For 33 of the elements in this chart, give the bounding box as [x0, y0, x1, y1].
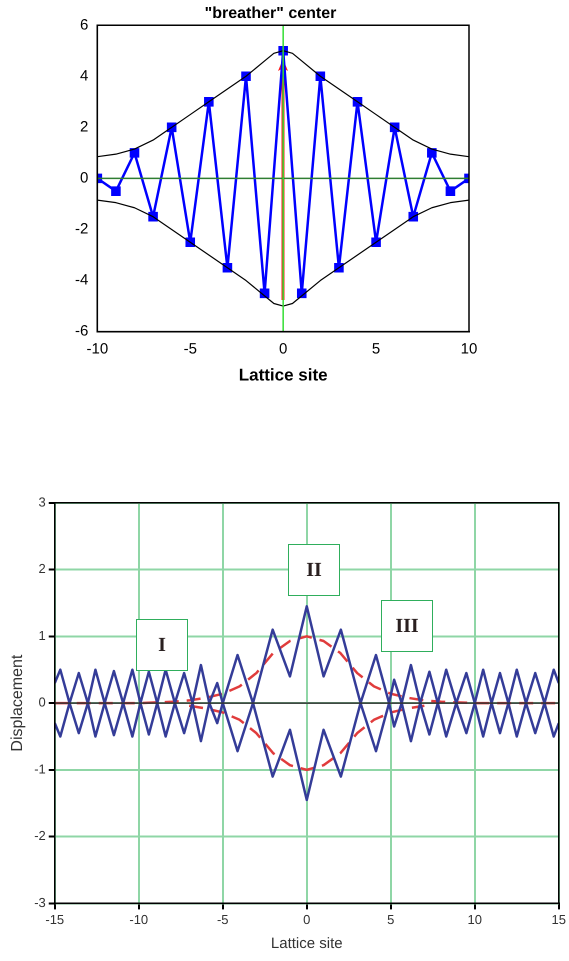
y-tick-label: 4: [80, 67, 88, 84]
chart-title: "breather" center: [204, 5, 336, 22]
x-tick-label: -5: [216, 912, 229, 927]
x-axis-title: Lattice site: [238, 365, 328, 384]
y-tick-label: 0: [38, 694, 46, 710]
x-tick-label: 10: [460, 340, 478, 358]
x-tick-label: 15: [552, 912, 566, 927]
x-tick-label: -5: [184, 340, 197, 358]
y-tick-label: -3: [34, 894, 46, 910]
x-tick-label: 0: [303, 912, 310, 927]
y-tick-label: 6: [80, 16, 88, 34]
y-axis-title: Displacement: [9, 654, 26, 752]
x-tick-label: 5: [372, 340, 380, 358]
y-tick-label: 0: [80, 170, 88, 187]
x-tick-label: -10: [86, 340, 108, 358]
annotation: I: [136, 619, 188, 671]
annotation: II: [288, 544, 340, 596]
y-tick-label: -2: [34, 828, 46, 844]
x-axis-title: Lattice site: [270, 935, 343, 952]
x-tick-label: 10: [468, 912, 482, 927]
y-tick-label: -1: [34, 761, 46, 776]
y-tick-label: 3: [38, 494, 46, 510]
x-tick-label: 0: [278, 340, 288, 358]
y-tick-label: 2: [80, 118, 88, 136]
y-tick-label: 2: [38, 561, 46, 576]
x-tick-label: 5: [387, 912, 394, 927]
y-tick-label: -2: [74, 220, 88, 238]
y-tick-label: -6: [74, 322, 88, 340]
x-tick-label: -10: [129, 912, 148, 927]
y-tick-label: -4: [74, 272, 88, 289]
annotation: III: [381, 600, 433, 652]
x-tick-label: -15: [45, 912, 64, 927]
y-tick-label: 1: [38, 628, 46, 643]
